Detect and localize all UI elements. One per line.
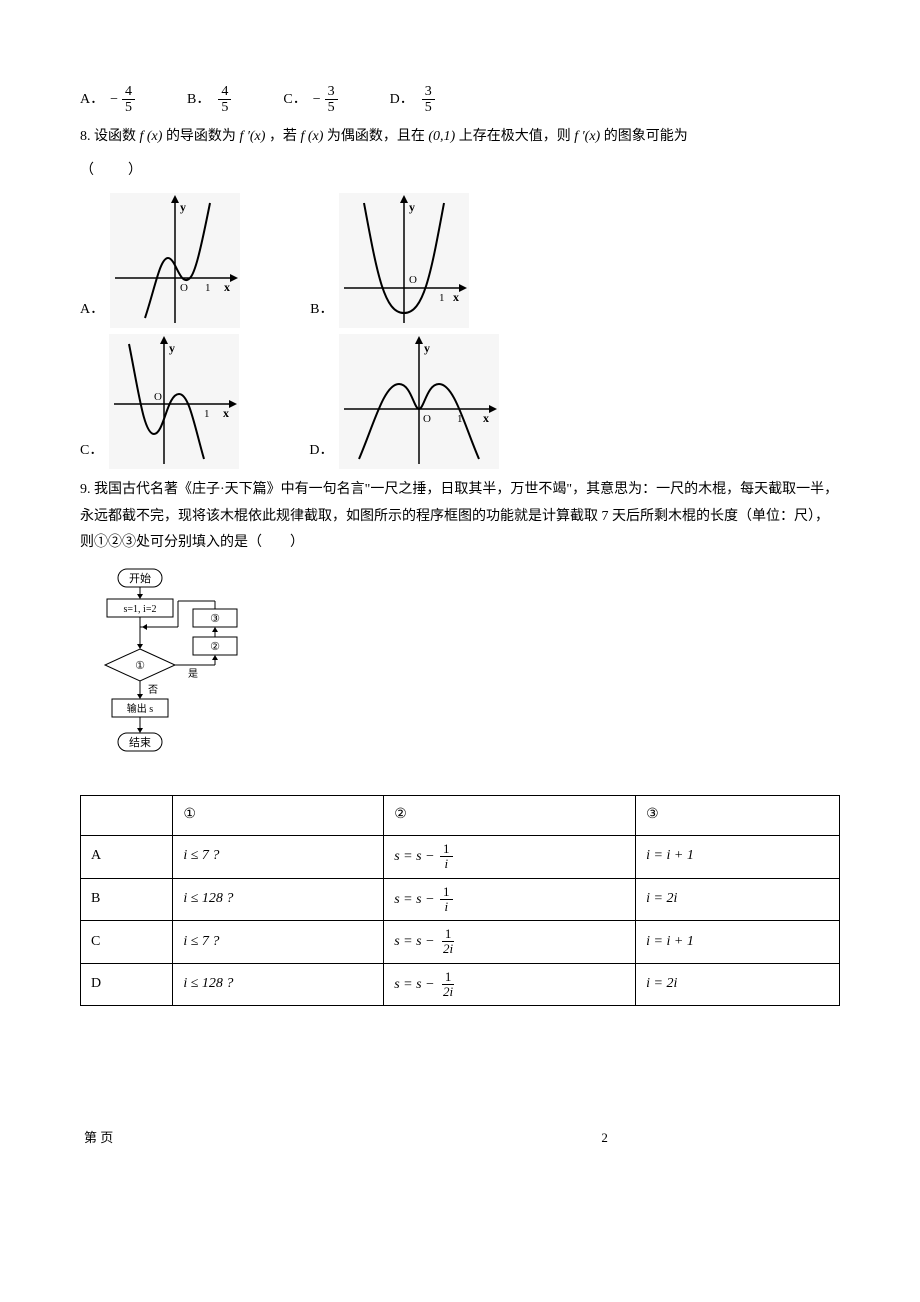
- svg-text:③: ③: [210, 613, 220, 625]
- table-row: C i ≤ 7 ? s = s − 1 2i i = i + 1: [81, 921, 840, 964]
- table-row: D i ≤ 128 ? s = s − 1 2i i = 2i: [81, 963, 840, 1006]
- svg-text:x: x: [223, 406, 229, 420]
- q9-stem: 9. 我国古代名著《庄子·天下篇》中有一句名言"一尺之捶，日取其半，万世不竭"，…: [80, 477, 840, 557]
- table-row: B i ≤ 128 ? s = s − 1 i i = 2i: [81, 878, 840, 921]
- minus-sign: −: [110, 87, 118, 114]
- q8-c-label: C．: [80, 438, 103, 465]
- q8-opt-b: B． y x O 1: [310, 193, 469, 328]
- q9-flowchart: 开始 s=1, i=2 ① 是 ② ③ 否: [80, 565, 840, 786]
- q8-number: 8.: [80, 129, 91, 144]
- table-row: A i ≤ 7 ? s = s − 1 i i = i + 1: [81, 835, 840, 878]
- svg-text:s=1, i=2: s=1, i=2: [124, 604, 157, 615]
- minus-sign: −: [313, 87, 321, 114]
- svg-text:y: y: [409, 200, 415, 214]
- q8-blank: （ ）: [80, 158, 840, 185]
- svg-text:1: 1: [439, 292, 445, 304]
- q7-options-row: A． − 4 5 B． 4 5 C． − 3 5 D． 3 5: [80, 84, 840, 116]
- q7-opt-c-frac: 3 5: [325, 84, 338, 116]
- page-number: 2: [601, 1126, 608, 1151]
- svg-text:输出 s: 输出 s: [127, 702, 153, 715]
- q7-opt-b-label: B．: [187, 87, 210, 114]
- table-header-row: ① ② ③: [81, 796, 840, 836]
- q8-opt-a: A． y x O 1: [80, 193, 240, 328]
- q8-graphs-row1: A． y x O 1 B． y x O 1: [80, 193, 840, 328]
- q8-opt-c: C． y x O 1: [80, 334, 239, 469]
- q8-stem: 8. 设函数 f (x) 的导函数为 f ′(x) ，若 f (x) 为偶函数，…: [80, 124, 840, 151]
- q8-graph-b: y x O 1: [339, 193, 469, 328]
- col-1-header: ①: [173, 796, 384, 836]
- footer-left: 第 页: [84, 1126, 113, 1151]
- svg-text:开始: 开始: [129, 571, 151, 585]
- q7-opt-c-label: C．: [283, 87, 306, 114]
- svg-text:②: ②: [210, 641, 220, 653]
- svg-text:O: O: [154, 391, 162, 403]
- q8-graph-a: y x O 1: [110, 193, 240, 328]
- page-footer: 第 页 2: [80, 1126, 840, 1151]
- svg-text:1: 1: [205, 282, 211, 294]
- q8-graphs-row2: C． y x O 1 D． y x O 1: [80, 334, 840, 469]
- flowchart-svg: 开始 s=1, i=2 ① 是 ② ③ 否: [80, 565, 250, 775]
- svg-text:x: x: [224, 280, 230, 294]
- svg-text:是: 是: [188, 668, 198, 680]
- svg-text:O: O: [180, 282, 188, 294]
- svg-text:否: 否: [148, 684, 158, 696]
- q7-opt-d-label: D．: [390, 87, 414, 114]
- col-3-header: ③: [636, 796, 840, 836]
- q7-opt-a-frac: 4 5: [122, 84, 135, 116]
- q7-opt-a-label: A．: [80, 87, 104, 114]
- svg-text:O: O: [409, 274, 417, 286]
- svg-text:y: y: [424, 341, 430, 355]
- svg-text:结束: 结束: [129, 736, 151, 749]
- interval: (0,1): [428, 129, 455, 144]
- q9-number: 9.: [80, 482, 91, 497]
- q8-graph-c: y x O 1: [109, 334, 239, 469]
- fx: f (x): [140, 129, 163, 144]
- col-2-header: ②: [384, 796, 636, 836]
- svg-text:y: y: [169, 341, 175, 355]
- q7-opt-b-frac: 4 5: [218, 84, 231, 116]
- svg-text:x: x: [453, 290, 459, 304]
- fprime-x: f ′(x): [239, 129, 265, 144]
- svg-text:x: x: [483, 411, 489, 425]
- q9-options-table: ① ② ③ A i ≤ 7 ? s = s − 1 i i = i + 1 B …: [80, 795, 840, 1006]
- q8-graph-d: y x O 1: [339, 334, 499, 469]
- svg-text:O: O: [423, 413, 431, 425]
- q8-b-label: B．: [310, 297, 333, 324]
- q8-opt-d: D． y x O 1: [309, 334, 499, 469]
- q8-d-label: D．: [309, 438, 333, 465]
- svg-text:y: y: [180, 200, 186, 214]
- q7-opt-d-frac: 3 5: [422, 84, 435, 116]
- q8-a-label: A．: [80, 297, 104, 324]
- svg-text:①: ①: [135, 660, 145, 672]
- svg-text:1: 1: [204, 408, 210, 420]
